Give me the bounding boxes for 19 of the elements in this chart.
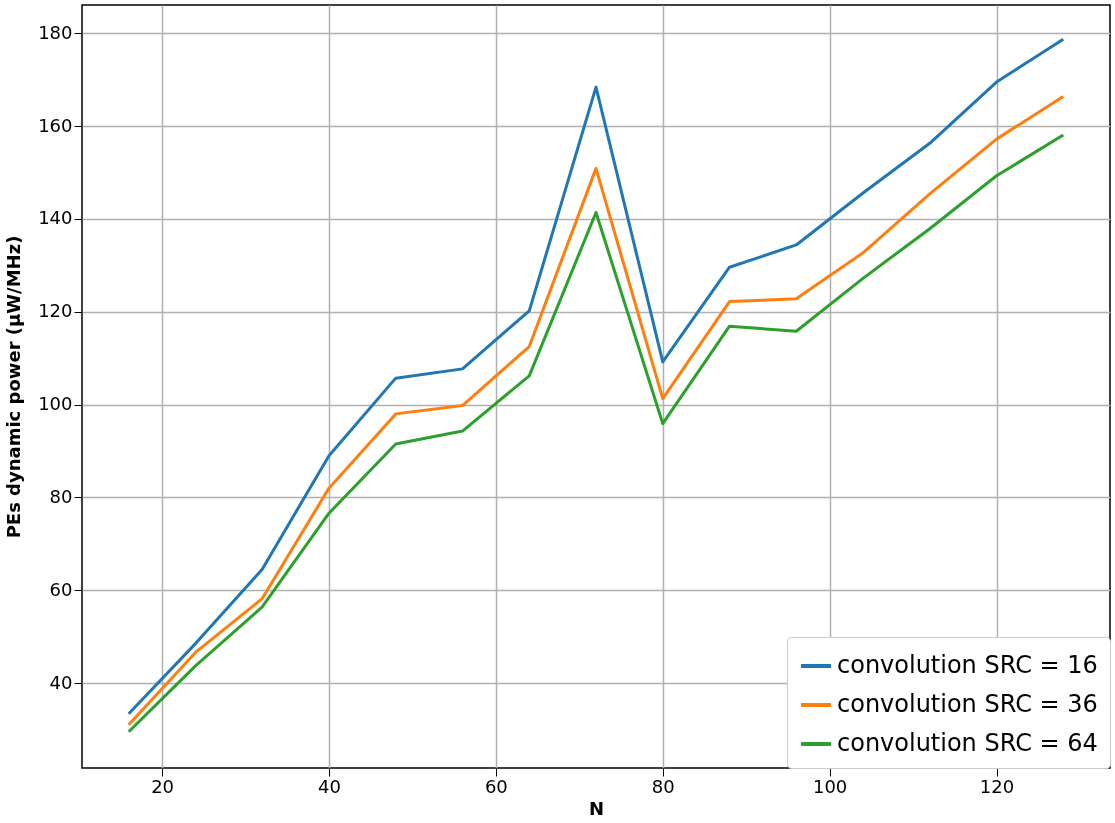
x-tick-label: 60 [484, 775, 508, 797]
y-tick-label: 120 [38, 300, 73, 322]
y-tick-label: 80 [49, 485, 73, 507]
legend-label: convolution SRC = 16 [837, 651, 1098, 679]
legend-label: convolution SRC = 36 [837, 690, 1098, 718]
legend-label: convolution SRC = 64 [837, 729, 1098, 757]
x-tick-label: 20 [151, 775, 175, 797]
x-tick-label: 120 [979, 775, 1015, 797]
y-tick-label: 140 [38, 207, 73, 229]
x-axis-title: N [588, 797, 605, 819]
y-axis-title: PEs dynamic power (µW/MHz) [3, 235, 25, 539]
y-tick-label: 180 [38, 21, 73, 43]
y-tick-label: 40 [49, 671, 73, 693]
y-tick-label: 60 [49, 578, 73, 600]
y-tick-label: 100 [38, 393, 73, 415]
x-tick-label: 40 [318, 775, 341, 797]
x-tick-label: 100 [812, 775, 848, 797]
x-tick-label: 80 [651, 775, 675, 797]
y-tick-label: 160 [38, 114, 73, 136]
